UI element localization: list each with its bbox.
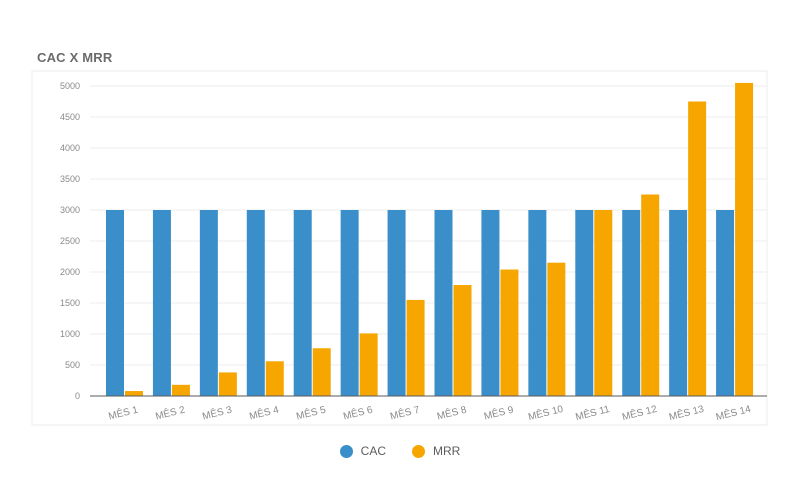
y-tick-label: 2000 bbox=[60, 267, 80, 277]
x-tick-label: MÊS 12 bbox=[621, 402, 659, 423]
bar-cac[interactable] bbox=[669, 210, 688, 396]
legend-item-cac[interactable]: CAC bbox=[339, 444, 386, 458]
x-tick-label: MÊS 14 bbox=[714, 402, 752, 423]
y-tick-label: 4000 bbox=[60, 143, 80, 153]
bar-mrr[interactable] bbox=[735, 82, 754, 397]
x-tick-label: MÊS 4 bbox=[248, 403, 281, 423]
bar-mrr[interactable] bbox=[171, 384, 190, 396]
y-tick-label: 1000 bbox=[60, 329, 80, 339]
bar-mrr[interactable] bbox=[125, 391, 143, 396]
bar-mrr[interactable] bbox=[312, 348, 331, 396]
legend-item-mrr[interactable]: MRR bbox=[412, 444, 460, 458]
bar-mrr[interactable] bbox=[453, 285, 472, 396]
bar-mrr[interactable] bbox=[547, 262, 566, 396]
legend-marker-mrr bbox=[412, 444, 425, 458]
x-tick-label: MÊS 5 bbox=[295, 403, 328, 423]
bar-cac[interactable] bbox=[199, 210, 218, 396]
bar-cac[interactable] bbox=[434, 210, 453, 396]
x-tick-label: MÊS 6 bbox=[342, 403, 375, 423]
bar-cac[interactable] bbox=[528, 210, 547, 396]
y-tick-label: 4500 bbox=[60, 112, 80, 122]
legend: CAC MRR bbox=[0, 444, 800, 458]
x-axis-ticks: MÊS 1 MÊS 2 MÊS 3 MÊS 4 MÊS 5 MÊS 6 MÊS 7 MÊS 8… bbox=[107, 402, 752, 423]
bars bbox=[106, 82, 754, 397]
y-tick-label: 1500 bbox=[60, 298, 80, 308]
y-tick-label: 3000 bbox=[60, 205, 80, 215]
x-tick-label: MÊS 1 bbox=[107, 403, 140, 423]
x-tick-label: MÊS 9 bbox=[482, 403, 515, 423]
y-tick-label: 0 bbox=[75, 391, 80, 401]
y-tick-label: 3500 bbox=[60, 174, 80, 184]
y-axis-ticks: 0 500 1000 1500 2000 2500 3000 3500 4000 4500 5000 bbox=[60, 81, 80, 401]
bar-cac[interactable] bbox=[106, 210, 124, 396]
bar-mrr[interactable] bbox=[641, 194, 660, 397]
x-tick-label: MÊS 2 bbox=[154, 403, 187, 423]
bar-cac[interactable] bbox=[622, 210, 641, 396]
y-tick-label: 500 bbox=[65, 360, 80, 370]
grid-lines bbox=[90, 85, 767, 366]
bar-mrr[interactable] bbox=[688, 101, 707, 397]
plot-frame bbox=[31, 70, 768, 426]
legend-label-mrr: MRR bbox=[433, 444, 461, 458]
legend-label-cac: CAC bbox=[360, 444, 386, 458]
bar-cac[interactable] bbox=[387, 210, 406, 396]
x-tick-label: MÊS 10 bbox=[527, 402, 565, 423]
y-tick-label: 2500 bbox=[60, 236, 80, 246]
bar-mrr[interactable] bbox=[359, 333, 378, 396]
bar-cac[interactable] bbox=[246, 210, 265, 396]
bar-mrr[interactable] bbox=[406, 299, 425, 396]
bar-cac[interactable] bbox=[340, 210, 359, 396]
bar-mrr[interactable] bbox=[265, 361, 284, 396]
legend-marker-cac bbox=[339, 444, 353, 458]
bar-cac[interactable] bbox=[575, 210, 594, 396]
bar-cac[interactable] bbox=[293, 210, 312, 396]
bar-mrr[interactable] bbox=[594, 210, 613, 396]
x-tick-label: MÊS 7 bbox=[389, 403, 422, 423]
chart-title: CAC X MRR bbox=[37, 50, 113, 65]
bar-mrr[interactable] bbox=[500, 269, 519, 396]
x-tick-label: MÊS 3 bbox=[201, 403, 234, 423]
x-tick-label: MÊS 8 bbox=[436, 403, 469, 423]
bar-mrr[interactable] bbox=[218, 372, 237, 396]
x-tick-label: MÊS 13 bbox=[667, 402, 705, 423]
bar-cac[interactable] bbox=[716, 210, 735, 396]
bar-cac[interactable] bbox=[152, 210, 171, 396]
y-tick-label: 5000 bbox=[60, 81, 80, 91]
x-tick-label: MÊS 11 bbox=[574, 402, 611, 423]
bar-cac[interactable] bbox=[481, 210, 500, 396]
